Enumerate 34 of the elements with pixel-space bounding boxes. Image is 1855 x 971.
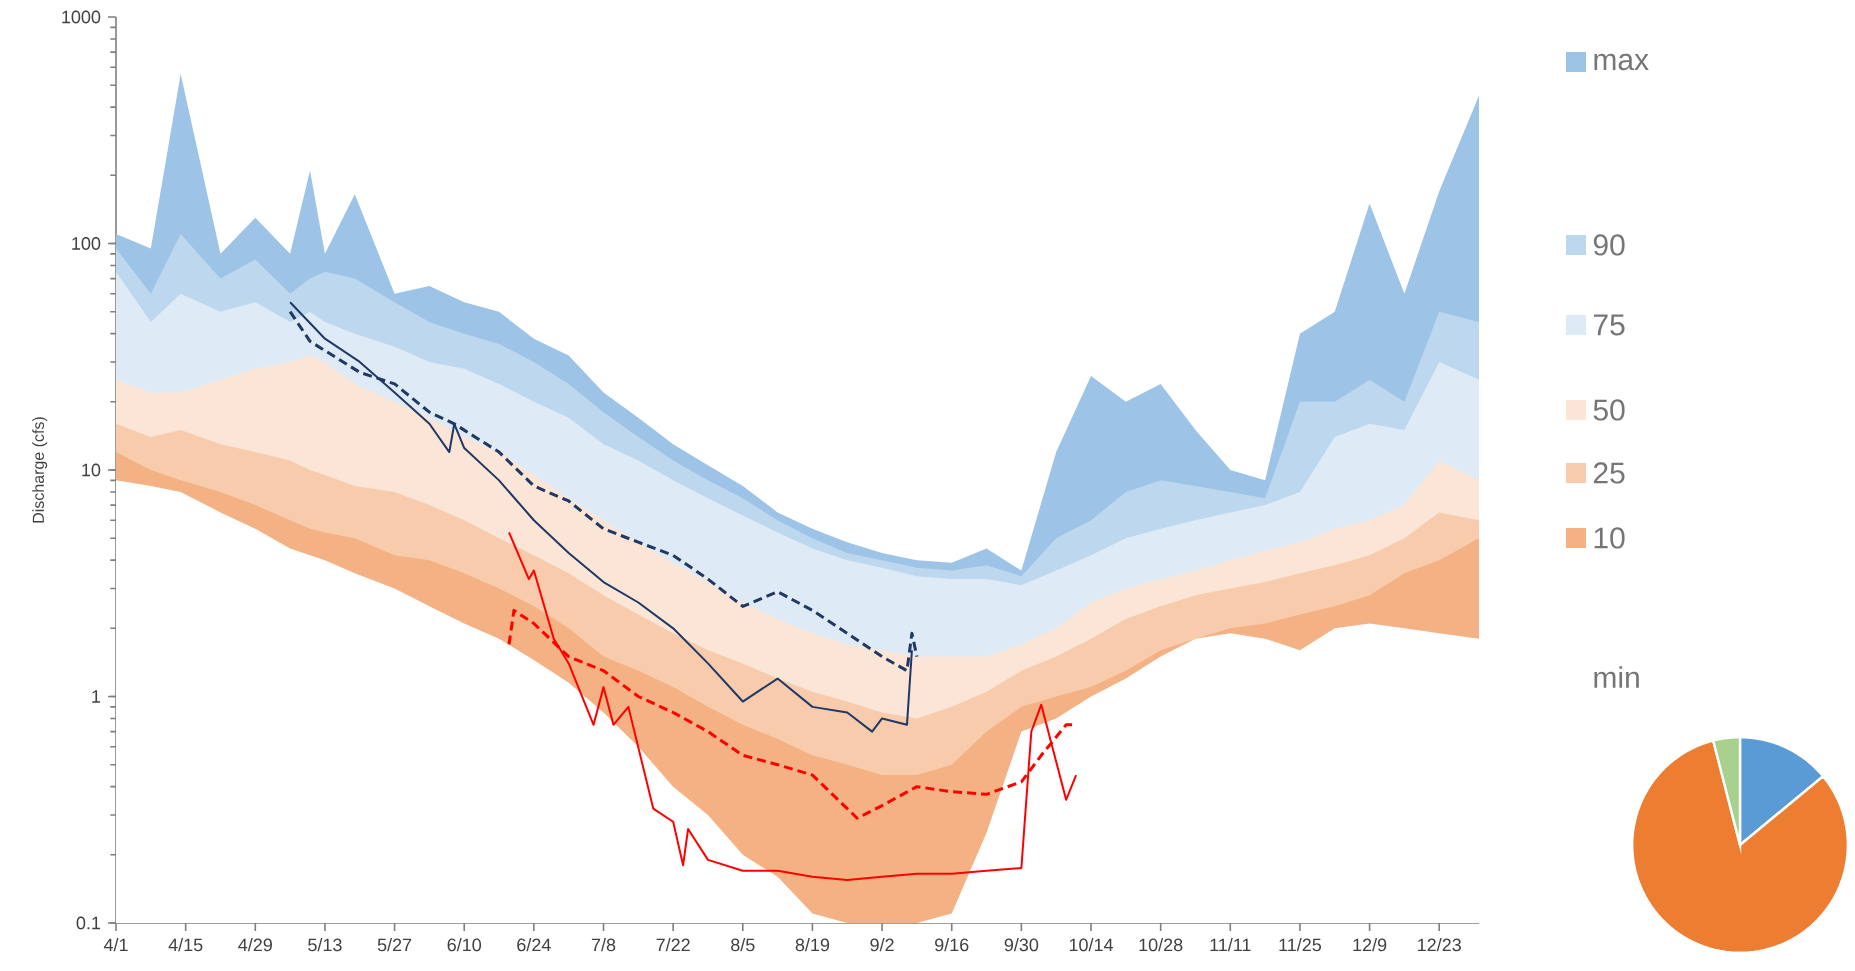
x-tick-label: 6/24 [517, 938, 551, 952]
y-tick-label: 1 [92, 690, 101, 703]
x-tick-label: 7/22 [656, 938, 690, 952]
x-tick-label: 10/28 [1139, 938, 1183, 952]
legend-label: 50 [1593, 399, 1625, 421]
x-tick-label: 11/11 [1210, 938, 1251, 952]
y-tick-label: 0.1 [76, 916, 101, 930]
x-tick-label: 4/29 [238, 938, 272, 952]
x-tick-label: 8/19 [795, 938, 830, 952]
legend-label: 90 [1593, 234, 1625, 256]
x-tick-label: 9/2 [870, 938, 894, 952]
x-tick-label: 5/27 [377, 938, 412, 952]
x-tick-label: 4/15 [168, 938, 203, 952]
x-tick-label: 9/30 [1004, 938, 1039, 952]
x-tick-label: 9/16 [935, 938, 969, 952]
text: min [1594, 666, 1639, 688]
legend-label: max [1594, 53, 1649, 71]
legend-label: 25 [1593, 462, 1625, 484]
y-tick-label: 100 [72, 237, 101, 250]
x-tick-label: 7/8 [591, 938, 616, 952]
x-tick-label: 12/23 [1418, 938, 1461, 952]
legend-label: 75 [1593, 314, 1625, 336]
x-tick-label: 10/14 [1069, 938, 1113, 952]
x-tick-label: 11/25 [1279, 938, 1322, 952]
legend-label: 10 [1594, 527, 1625, 549]
y-axis-title: Discharge (cfs) [32, 417, 48, 523]
y-tick-label: 1000 [62, 10, 101, 24]
y-tick-label: 10 [82, 463, 101, 477]
x-tick-label: 12/9 [1353, 938, 1387, 952]
x-tick-label: 5/13 [308, 938, 342, 952]
x-tick-label: 4/1 [103, 938, 128, 952]
x-tick-label: 6/10 [447, 938, 482, 952]
line-series [508, 531, 1078, 881]
x-tick-label: 8/5 [731, 938, 755, 952]
